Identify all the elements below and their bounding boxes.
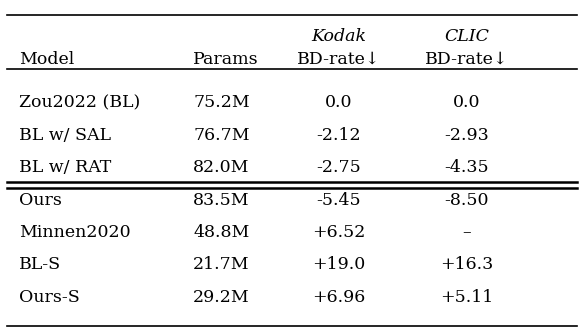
Text: BD-rate↓: BD-rate↓ bbox=[425, 51, 508, 68]
Text: CLIC: CLIC bbox=[444, 28, 489, 45]
Text: +19.0: +19.0 bbox=[312, 257, 365, 274]
Text: -5.45: -5.45 bbox=[316, 191, 361, 208]
Text: –: – bbox=[462, 224, 471, 241]
Text: 0.0: 0.0 bbox=[325, 94, 352, 111]
Text: -2.75: -2.75 bbox=[316, 159, 361, 176]
Text: -2.12: -2.12 bbox=[316, 127, 361, 144]
Text: Model: Model bbox=[19, 51, 74, 68]
Text: +16.3: +16.3 bbox=[440, 257, 493, 274]
Text: BL w/ SAL: BL w/ SAL bbox=[19, 127, 111, 144]
Text: 48.8M: 48.8M bbox=[193, 224, 249, 241]
Text: 29.2M: 29.2M bbox=[193, 289, 250, 306]
Text: Ours-S: Ours-S bbox=[19, 289, 79, 306]
Text: 75.2M: 75.2M bbox=[193, 94, 250, 111]
Text: BL-S: BL-S bbox=[19, 257, 61, 274]
Text: 21.7M: 21.7M bbox=[193, 257, 250, 274]
Text: Kodak: Kodak bbox=[311, 28, 366, 45]
Text: BL w/ RAT: BL w/ RAT bbox=[19, 159, 111, 176]
Text: -4.35: -4.35 bbox=[444, 159, 489, 176]
Text: 76.7M: 76.7M bbox=[193, 127, 250, 144]
Text: 83.5M: 83.5M bbox=[193, 191, 250, 208]
Text: Minnen2020: Minnen2020 bbox=[19, 224, 130, 241]
Text: -2.93: -2.93 bbox=[444, 127, 489, 144]
Text: BD-rate↓: BD-rate↓ bbox=[297, 51, 380, 68]
Text: +6.52: +6.52 bbox=[312, 224, 365, 241]
Text: Ours: Ours bbox=[19, 191, 62, 208]
Text: Zou2022 (BL): Zou2022 (BL) bbox=[19, 94, 140, 111]
Text: 0.0: 0.0 bbox=[453, 94, 480, 111]
Text: Params: Params bbox=[193, 51, 259, 68]
Text: -8.50: -8.50 bbox=[444, 191, 489, 208]
Text: +6.96: +6.96 bbox=[312, 289, 365, 306]
Text: +5.11: +5.11 bbox=[440, 289, 493, 306]
Text: 82.0M: 82.0M bbox=[193, 159, 250, 176]
